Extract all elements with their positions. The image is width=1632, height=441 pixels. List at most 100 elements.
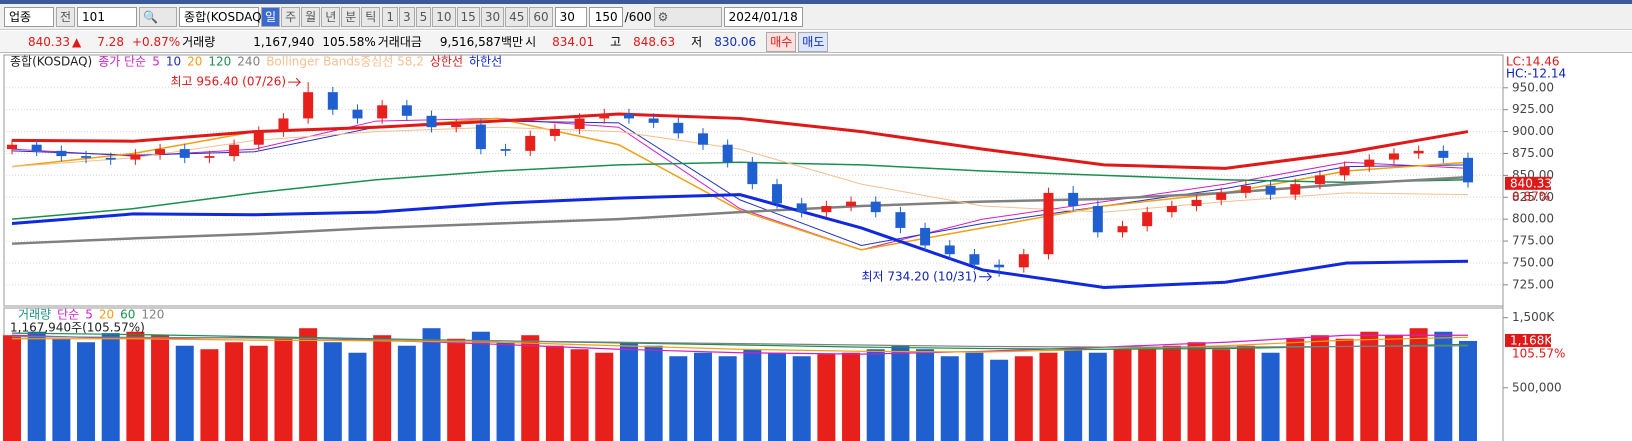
volume-bar <box>1212 349 1231 441</box>
buy-button[interactable]: 매수 <box>766 31 797 52</box>
candle-body <box>796 203 807 213</box>
date-input[interactable]: 2024/01/18 <box>723 6 803 27</box>
tool-button[interactable]: 🔍 <box>139 6 178 27</box>
volume-bar <box>1039 352 1058 441</box>
candle-body <box>1117 226 1128 233</box>
period-button[interactable]: 분 <box>341 6 361 27</box>
candle-body <box>821 206 832 213</box>
volume-bar <box>669 356 688 441</box>
price-tag-label: 840.33 <box>1510 176 1552 190</box>
volume-bar <box>916 349 935 441</box>
volume-bar <box>545 345 564 441</box>
candle-body <box>1068 192 1079 207</box>
candle-body <box>327 92 338 110</box>
indicator-line <box>11 117 1469 251</box>
candle-body <box>179 149 190 158</box>
candle-body <box>846 201 857 207</box>
volume-bar <box>521 335 540 441</box>
minute-button[interactable]: 1 <box>382 6 398 27</box>
volume-bar <box>77 342 96 441</box>
candle-body <box>1364 159 1375 167</box>
candle-body <box>1314 175 1325 185</box>
candle-body <box>870 201 881 213</box>
minute-select[interactable]: 30 <box>554 6 587 27</box>
period-button[interactable]: 월 <box>301 6 321 27</box>
candle-body <box>105 157 116 160</box>
volume-bar <box>644 345 663 441</box>
y-tick-label: 925.00 <box>1512 102 1554 116</box>
indicator-line <box>11 193 1469 289</box>
period-button[interactable]: 주 <box>281 6 301 27</box>
volume-bar <box>52 338 71 441</box>
period-button[interactable]: 년 <box>321 6 341 27</box>
candle-body <box>1216 192 1227 200</box>
volume-bar <box>792 356 811 441</box>
candle-body <box>623 114 634 119</box>
candle-body <box>204 156 215 158</box>
count-input[interactable]: 150 <box>588 6 623 27</box>
minute-button[interactable]: 45 <box>505 6 529 27</box>
open: 834.01 <box>552 34 595 49</box>
indicator-line <box>11 332 1469 350</box>
volume-bar <box>1064 349 1083 441</box>
candle-body <box>130 154 141 160</box>
candle-body <box>722 144 733 163</box>
minute-button[interactable]: 60 <box>529 6 553 27</box>
candle-body <box>994 264 1005 268</box>
volume: 1,167,940 <box>253 34 315 49</box>
volume-bar <box>619 342 638 441</box>
code-input[interactable]: 101 <box>77 6 138 27</box>
candle-body <box>278 118 289 132</box>
candle-body <box>648 118 659 123</box>
y-tick-label: 775.00 <box>1512 234 1554 248</box>
arrow <box>288 77 302 87</box>
candle-body <box>1388 153 1399 160</box>
volume-bar <box>1335 338 1354 441</box>
tool-buttons[interactable]: ⚙ <box>653 6 722 27</box>
candle-body <box>697 133 708 145</box>
volume-bar <box>1434 331 1453 441</box>
high-label: 고 <box>610 35 622 49</box>
minute-group: 1 3 5 10 15 30 45 60 <box>382 6 553 27</box>
candle-body <box>1438 150 1449 158</box>
indicator-line <box>11 120 1469 246</box>
volume-bar <box>323 342 342 441</box>
candle-body <box>500 149 511 151</box>
candle-body <box>1166 206 1177 213</box>
volume-bar <box>866 349 885 441</box>
legend-item: 10 <box>166 55 181 69</box>
volume-label: 거래량 <box>182 35 216 49</box>
volume-bar <box>1162 345 1181 441</box>
all-button[interactable]: 전 <box>56 6 76 27</box>
sell-button[interactable]: 매도 <box>798 31 829 52</box>
volume-bar <box>570 349 589 441</box>
ratio-label: 105.57% <box>1512 346 1565 360</box>
y-tick-label: 725.00 <box>1512 277 1554 291</box>
amount-label: 거래대금 <box>377 35 422 49</box>
count-max: /600 <box>624 9 652 24</box>
minute-button[interactable]: 3 <box>398 6 415 27</box>
period-button[interactable]: 일 <box>261 6 281 27</box>
volume-bar <box>1236 345 1255 441</box>
minute-button[interactable]: 15 <box>456 6 480 27</box>
hc-label: HC:-12.14 <box>1506 67 1566 81</box>
candle-body <box>747 162 758 185</box>
minute-button[interactable]: 10 <box>432 6 456 27</box>
volume-bar <box>175 345 194 441</box>
volume-bar <box>1459 340 1477 441</box>
legend-item: 20 <box>187 55 202 69</box>
candle-body <box>772 184 783 204</box>
period-button[interactable]: 틱 <box>361 6 381 27</box>
volume-bar <box>1138 349 1157 441</box>
market-select[interactable]: 업종 <box>4 6 54 27</box>
minute-button[interactable]: 30 <box>480 6 505 27</box>
candle-body <box>1142 212 1153 227</box>
legend-item: 120 <box>208 55 231 69</box>
volume-bar <box>274 338 293 441</box>
volume-bar <box>496 342 515 441</box>
volume-bar <box>373 335 392 441</box>
title-strip <box>0 0 1632 4</box>
minute-button[interactable]: 5 <box>415 6 432 27</box>
